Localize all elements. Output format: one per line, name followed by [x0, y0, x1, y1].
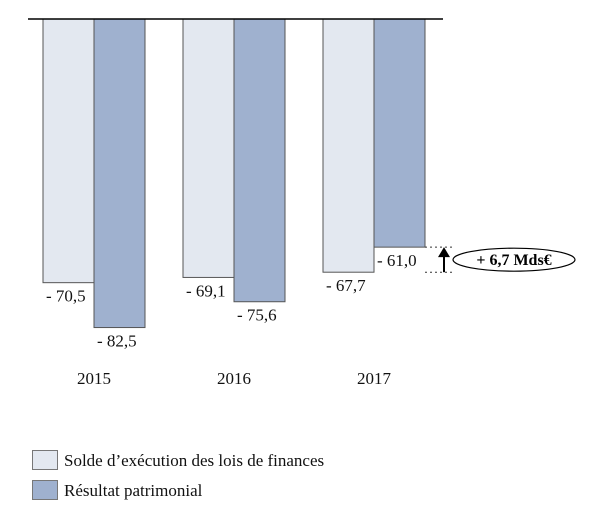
- legend-label-solde: Solde d’exécution des lois de finances: [64, 451, 325, 470]
- data-label-2015-series-0: - 70,5: [46, 287, 86, 306]
- data-label-2017-series-0: - 67,7: [326, 276, 366, 295]
- bar-2015-series-1: [93, 18, 146, 329]
- bar-2016-series-1: [233, 18, 286, 303]
- labels-group: - 70,5 - 82,5 2015 - 69,1 - 75,6 2016 - 67,7 - …: [46, 251, 417, 388]
- annotation-ellipse: [452, 247, 576, 272]
- legend-label-resultat: Résultat patrimonial: [64, 481, 203, 500]
- bar-2016-series-0: [182, 18, 235, 278]
- bar-2017-series-1: [373, 18, 426, 248]
- difference-annotation: + 6,7 Mds€: [425, 246, 576, 273]
- bar-chart: - 70,5 - 82,5 2015 - 69,1 - 75,6 2016 - 67,7 - …: [28, 18, 576, 388]
- legend-item-solde: Solde d’exécution des lois de finances: [32, 450, 432, 474]
- annotation-arrow-head: [438, 247, 450, 258]
- data-label-2015-series-1: - 82,5: [97, 332, 137, 351]
- bar-2017-series-0: [322, 18, 375, 273]
- data-label-2017-series-1: - 61,0: [377, 251, 417, 270]
- category-label-2015: 2015: [77, 369, 111, 388]
- bar-2015-series-0: [42, 18, 95, 284]
- bars-group: [42, 18, 426, 329]
- category-label-2016: 2016: [217, 369, 251, 388]
- legend-item-resultat: Résultat patrimonial: [32, 480, 432, 504]
- category-label-2017: 2017: [357, 369, 392, 388]
- data-label-2016-series-0: - 69,1: [186, 281, 226, 300]
- annotation-label: + 6,7 Mds€: [476, 252, 551, 269]
- data-label-2016-series-1: - 75,6: [237, 306, 277, 325]
- legend-swatch-solde: [32, 450, 58, 470]
- legend-swatch-resultat: [32, 480, 58, 500]
